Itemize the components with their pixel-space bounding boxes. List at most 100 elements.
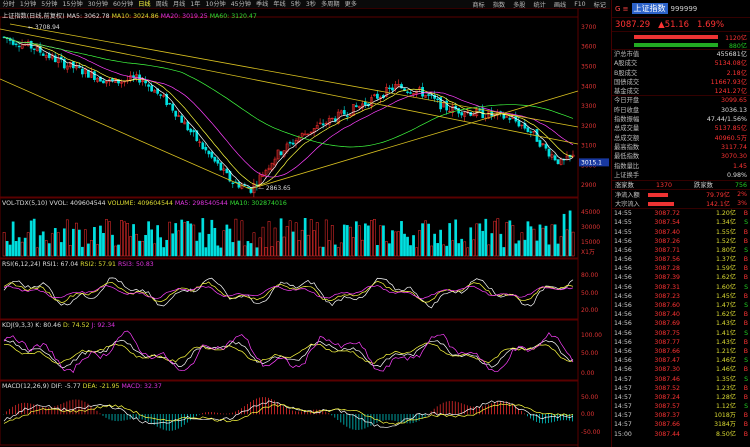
volume-bar bbox=[249, 243, 253, 257]
toolbar-right-4[interactable]: 画线 bbox=[553, 1, 567, 9]
toolbar-right-2[interactable]: 多股 bbox=[513, 1, 526, 9]
macd-bar bbox=[388, 414, 390, 421]
stat-value: 47.44/1.56% bbox=[706, 116, 747, 124]
kline-chart-area[interactable]: 3700360035003400330032003100300029003015… bbox=[0, 9, 610, 447]
volume-bar bbox=[144, 234, 147, 257]
timeframe-5[interactable]: 60分钟 bbox=[113, 0, 134, 8]
tick-time: 14:56 bbox=[614, 283, 632, 291]
up-count: 1370 bbox=[655, 182, 672, 190]
timeframe-9[interactable]: 1年 bbox=[190, 0, 201, 8]
macd-bar bbox=[93, 408, 95, 415]
volume-bar bbox=[183, 222, 187, 257]
timeframe-15[interactable]: 3秒 bbox=[305, 0, 316, 8]
tick-time: 14:57 bbox=[614, 403, 632, 411]
flow-value: 142.1亿 bbox=[706, 201, 730, 209]
timeframe-16[interactable]: 多周期 bbox=[321, 0, 340, 8]
volume-bar bbox=[388, 243, 391, 257]
timeframe-0[interactable]: 分时 bbox=[2, 0, 15, 8]
volume-bar bbox=[264, 247, 268, 257]
timeframe-10[interactable]: 10分钟 bbox=[205, 0, 226, 8]
macd-bar bbox=[120, 414, 122, 421]
toolbar-right-1[interactable]: 指数 bbox=[492, 1, 506, 9]
stat-row: 指数量比 1.45 bbox=[612, 162, 750, 171]
volume-title: VOL-TDX(5,10) bbox=[2, 200, 48, 207]
timeframe-4[interactable]: 30分钟 bbox=[87, 0, 108, 8]
kdj-axis-label: 0.00 bbox=[581, 370, 595, 377]
tick-side: S bbox=[744, 283, 748, 291]
candle-body bbox=[68, 61, 72, 68]
macd-bar bbox=[226, 413, 227, 415]
volume-bar bbox=[309, 219, 313, 257]
timeframe-11[interactable]: 45分钟 bbox=[230, 0, 251, 8]
timeframe-13[interactable]: 年线 bbox=[273, 0, 286, 8]
timeframe-3[interactable]: 15分钟 bbox=[62, 0, 83, 8]
stat-value: 1241.27亿 bbox=[714, 88, 747, 96]
timeframe-17[interactable]: 更多 bbox=[344, 0, 357, 8]
timeframe-14[interactable]: 5秒 bbox=[290, 0, 301, 8]
volume-bar bbox=[147, 221, 150, 257]
volume-bar bbox=[345, 225, 349, 257]
timeframe-8[interactable]: 月线 bbox=[173, 0, 186, 8]
tick-row: 14:56 3087.30 1.46亿 B bbox=[612, 365, 750, 374]
timeframe-1[interactable]: 1分钟 bbox=[19, 0, 37, 8]
volume-bar bbox=[478, 223, 482, 257]
kline-chart[interactable]: 3700360035003400330032003100300029003015… bbox=[0, 9, 610, 447]
tick-list[interactable]: 14:55 3087.72 1.20亿 B 14:55 3087.54 1.34亿 S 14:5… bbox=[612, 208, 750, 439]
stat-value: 1.45 bbox=[732, 162, 747, 170]
macd-bar bbox=[445, 401, 447, 415]
tick-time: 14:57 bbox=[614, 412, 632, 420]
candle-body bbox=[207, 150, 211, 155]
volume-bar bbox=[78, 229, 81, 257]
volume-bar bbox=[436, 243, 439, 257]
macd-bar bbox=[198, 414, 200, 415]
timeframe-2[interactable]: 5分钟 bbox=[41, 0, 58, 8]
advance-decline-row: 涨家数 1370 跌家数 756 bbox=[612, 180, 750, 191]
stat-label: 指数振幅 bbox=[614, 116, 640, 124]
tick-side: B bbox=[743, 228, 748, 236]
buy-sell-bars: 1120亿 880亿 bbox=[612, 32, 750, 50]
timeframe-7[interactable]: 周线 bbox=[155, 0, 168, 8]
candle-body bbox=[102, 80, 105, 84]
tick-time: 14:55 bbox=[614, 210, 632, 218]
tick-price: 3087.44 bbox=[654, 430, 680, 438]
volume-bar bbox=[406, 236, 409, 257]
stat-label: 指数量比 bbox=[614, 162, 640, 170]
macd-bar bbox=[69, 400, 71, 415]
macd-bar bbox=[478, 406, 480, 415]
toolbar-right-0[interactable]: 商标 bbox=[472, 1, 485, 9]
toolbar-right-5[interactable]: F10 bbox=[574, 0, 586, 8]
volume-bar bbox=[517, 240, 521, 257]
macd-bar bbox=[442, 402, 444, 415]
macd-bar bbox=[391, 414, 393, 421]
macd-bar bbox=[385, 414, 387, 421]
candle-body bbox=[321, 123, 325, 126]
timeframe-12[interactable]: 季线 bbox=[256, 0, 269, 8]
volume-bar bbox=[403, 233, 406, 257]
volume-bar bbox=[252, 232, 256, 257]
timeframe-6[interactable]: 日线 bbox=[138, 0, 151, 8]
macd-bar bbox=[298, 411, 300, 415]
tick-volume: 1.37亿 bbox=[716, 256, 736, 264]
macd-bar bbox=[6, 411, 8, 415]
volume-bar bbox=[481, 230, 485, 257]
candle-body bbox=[168, 102, 172, 105]
toolbar-right-3[interactable]: 统计 bbox=[533, 1, 546, 9]
trendline bbox=[9, 23, 579, 128]
candle-body bbox=[448, 110, 452, 113]
quote-panel: G ≡ 上证指数 999999 3087.29 ▲51.16 1.69% 112… bbox=[611, 0, 750, 447]
macd-bar bbox=[105, 414, 107, 418]
macd-bar bbox=[527, 414, 528, 417]
candle-body bbox=[502, 114, 506, 119]
toolbar-right-6[interactable]: 标记 bbox=[593, 1, 606, 9]
macd-bar bbox=[346, 414, 348, 427]
volume-bar bbox=[409, 245, 412, 257]
macd-bar bbox=[497, 401, 498, 415]
macd-bar bbox=[111, 414, 113, 421]
volume-bar bbox=[288, 220, 292, 257]
macd-bar bbox=[150, 414, 152, 424]
index-name[interactable]: 上证指数 bbox=[631, 3, 668, 14]
rsi1-line bbox=[3, 277, 574, 309]
volume-bar bbox=[180, 219, 184, 257]
macd-bar bbox=[153, 414, 155, 425]
group-mark[interactable]: G ≡ bbox=[615, 4, 629, 13]
